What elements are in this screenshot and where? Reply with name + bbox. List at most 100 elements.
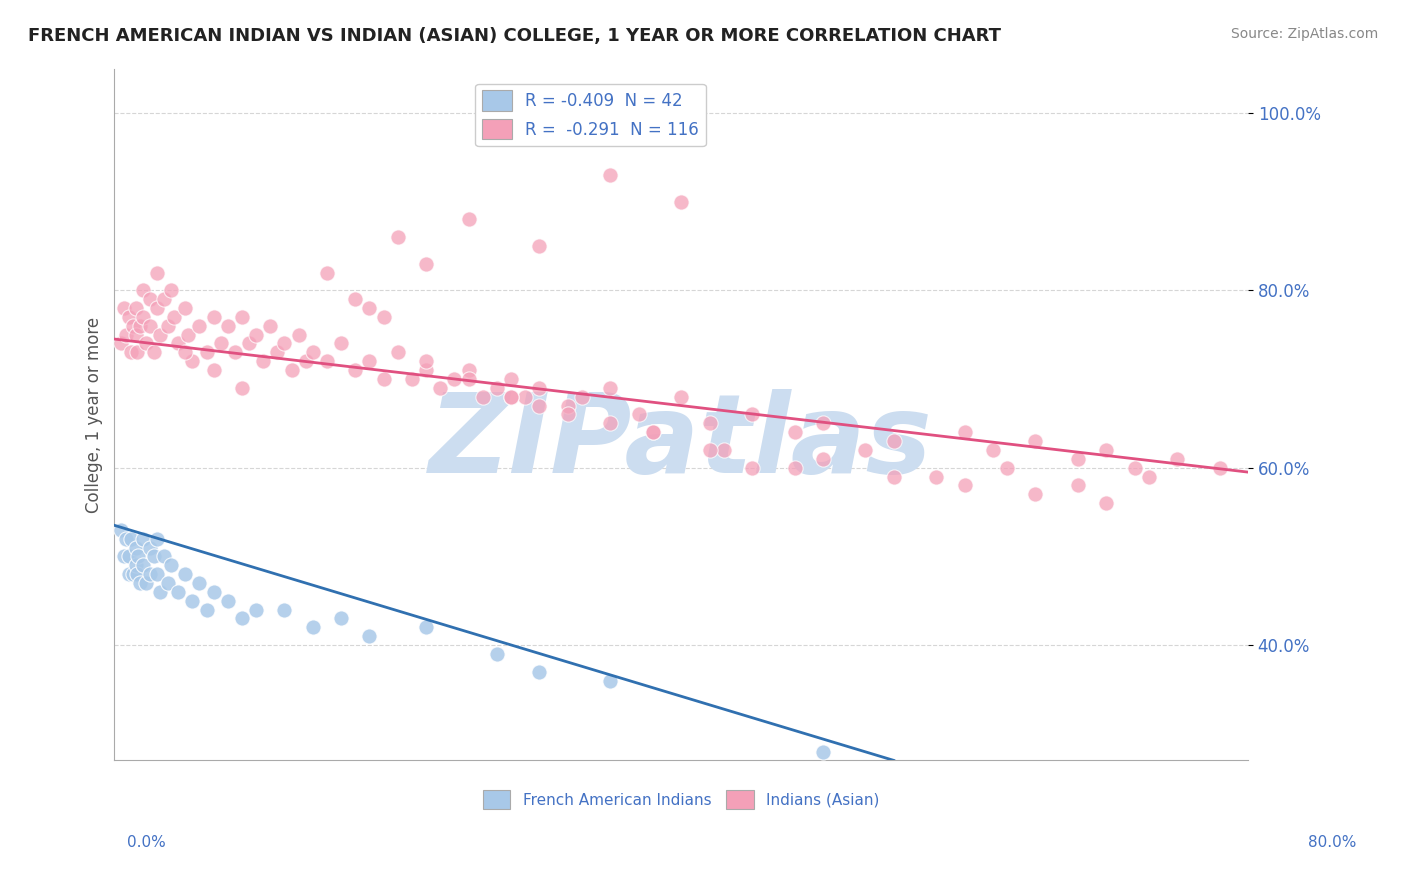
Point xyxy=(252,354,274,368)
Point xyxy=(125,567,148,582)
Point xyxy=(120,345,142,359)
Point xyxy=(163,310,186,324)
Point xyxy=(124,541,146,555)
Point xyxy=(373,372,395,386)
Point xyxy=(529,399,551,413)
Point xyxy=(557,408,579,422)
Point xyxy=(1024,487,1046,501)
Point xyxy=(280,363,302,377)
Point xyxy=(153,292,176,306)
Point xyxy=(117,567,139,582)
Point xyxy=(174,567,197,582)
Point xyxy=(501,390,523,404)
Point xyxy=(415,620,437,634)
Point xyxy=(202,585,225,599)
Point xyxy=(224,345,246,359)
Point xyxy=(301,620,323,634)
Point xyxy=(599,168,621,182)
Point xyxy=(457,363,479,377)
Point xyxy=(188,576,211,591)
Point xyxy=(783,425,806,440)
Point xyxy=(121,318,143,333)
Point xyxy=(273,602,295,616)
Point xyxy=(266,345,288,359)
Point xyxy=(953,478,976,492)
Point xyxy=(117,549,139,564)
Point xyxy=(741,460,763,475)
Point xyxy=(571,390,593,404)
Point xyxy=(153,549,176,564)
Point xyxy=(160,283,183,297)
Point xyxy=(202,363,225,377)
Point xyxy=(157,576,180,591)
Point xyxy=(287,327,309,342)
Point xyxy=(114,532,136,546)
Point xyxy=(195,602,218,616)
Point xyxy=(515,390,537,404)
Point xyxy=(359,354,381,368)
Point xyxy=(167,585,190,599)
Point xyxy=(641,425,664,440)
Point xyxy=(231,611,253,625)
Point xyxy=(501,390,523,404)
Text: 80.0%: 80.0% xyxy=(1309,836,1357,850)
Point xyxy=(238,336,260,351)
Point xyxy=(471,390,494,404)
Point xyxy=(641,425,664,440)
Point xyxy=(132,532,155,546)
Point xyxy=(344,363,367,377)
Point xyxy=(231,310,253,324)
Point xyxy=(124,301,146,315)
Point xyxy=(143,345,166,359)
Point xyxy=(330,611,353,625)
Point xyxy=(359,629,381,643)
Point xyxy=(883,469,905,483)
Point xyxy=(415,363,437,377)
Point xyxy=(217,593,239,607)
Point xyxy=(457,212,479,227)
Point xyxy=(485,381,508,395)
Point xyxy=(301,345,323,359)
Point xyxy=(259,318,281,333)
Point xyxy=(599,673,621,688)
Point xyxy=(316,354,339,368)
Point xyxy=(557,399,579,413)
Point xyxy=(117,310,139,324)
Point xyxy=(125,345,148,359)
Point xyxy=(359,301,381,315)
Point xyxy=(855,442,877,457)
Point xyxy=(167,336,190,351)
Point xyxy=(344,292,367,306)
Point xyxy=(811,745,834,759)
Point xyxy=(443,372,465,386)
Point xyxy=(146,567,169,582)
Point xyxy=(627,408,650,422)
Point xyxy=(181,354,204,368)
Point xyxy=(529,665,551,679)
Text: 0.0%: 0.0% xyxy=(127,836,166,850)
Point xyxy=(160,558,183,573)
Legend: French American Indians, Indians (Asian): French American Indians, Indians (Asian) xyxy=(477,784,886,815)
Point xyxy=(457,372,479,386)
Point xyxy=(953,425,976,440)
Point xyxy=(124,558,146,573)
Point xyxy=(149,327,172,342)
Point xyxy=(177,327,200,342)
Point xyxy=(146,532,169,546)
Point xyxy=(273,336,295,351)
Point xyxy=(373,310,395,324)
Point xyxy=(1095,442,1118,457)
Point xyxy=(387,345,409,359)
Point xyxy=(811,451,834,466)
Point xyxy=(401,372,423,386)
Point xyxy=(699,417,721,431)
Point xyxy=(139,541,162,555)
Point xyxy=(501,372,523,386)
Point xyxy=(174,301,197,315)
Point xyxy=(245,327,267,342)
Point xyxy=(231,381,253,395)
Point xyxy=(316,266,339,280)
Point xyxy=(174,345,197,359)
Text: FRENCH AMERICAN INDIAN VS INDIAN (ASIAN) COLLEGE, 1 YEAR OR MORE CORRELATION CHA: FRENCH AMERICAN INDIAN VS INDIAN (ASIAN)… xyxy=(28,27,1001,45)
Point xyxy=(132,558,155,573)
